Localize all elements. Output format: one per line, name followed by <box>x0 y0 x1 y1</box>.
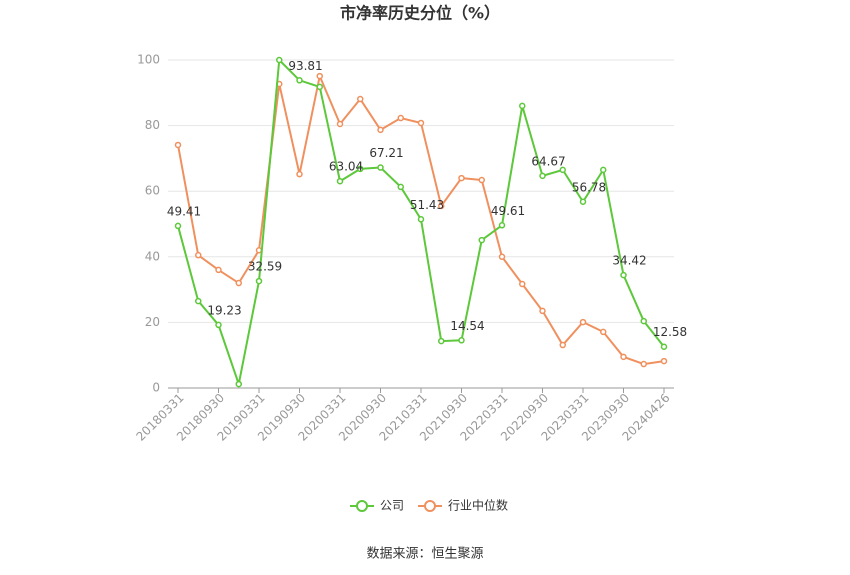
data-label: 93.81 <box>288 59 322 73</box>
data-point <box>579 318 587 326</box>
y-tick-label: 0 <box>152 381 160 395</box>
data-point <box>478 236 485 244</box>
data-point <box>357 95 364 103</box>
chart-title: 市净率历史分位（%） <box>340 4 500 23</box>
data-point <box>559 341 566 349</box>
data-label: 49.61 <box>491 204 525 218</box>
data-point <box>660 357 668 365</box>
data-point <box>640 360 647 368</box>
data-point <box>620 271 627 279</box>
data-point <box>600 166 607 174</box>
data-point <box>195 297 202 305</box>
data-label: 19.23 <box>207 303 241 317</box>
data-point <box>579 198 587 206</box>
data-point <box>235 380 242 388</box>
data-point <box>174 141 182 149</box>
data-point <box>357 165 364 173</box>
data-point <box>336 120 344 128</box>
data-label: 51.43 <box>410 198 444 212</box>
data-label: 32.59 <box>248 260 282 274</box>
data-point <box>215 321 222 329</box>
y-tick-label: 20 <box>145 315 160 329</box>
data-point <box>458 174 465 182</box>
data-point <box>397 114 404 122</box>
data-point <box>519 102 526 110</box>
data-point <box>498 222 506 229</box>
data-point <box>316 83 323 91</box>
data-point <box>559 166 566 174</box>
data-label: 34.42 <box>612 254 646 268</box>
data-label: 64.67 <box>531 154 565 168</box>
data-label: 14.54 <box>450 319 484 333</box>
data-point <box>276 56 283 64</box>
data-point <box>660 343 668 350</box>
data-point <box>215 266 222 274</box>
legend-marker <box>356 500 368 512</box>
data-point <box>296 77 303 84</box>
data-label: 12.58 <box>653 325 687 339</box>
data-point <box>336 177 344 185</box>
data-point <box>377 126 384 134</box>
y-tick-label: 40 <box>145 249 160 263</box>
data-point <box>235 279 242 287</box>
data-point <box>640 317 647 325</box>
data-point <box>377 164 384 171</box>
data-label: 49.41 <box>167 204 201 218</box>
data-point <box>397 183 404 191</box>
data-point <box>195 251 202 259</box>
data-point <box>438 202 445 210</box>
data-point <box>438 337 445 345</box>
data-point <box>316 72 323 80</box>
data-point <box>620 353 627 361</box>
legend-label: 行业中位数 <box>448 498 508 513</box>
data-point <box>478 176 485 184</box>
data-point <box>600 328 607 336</box>
data-point <box>458 337 465 344</box>
source-note: 数据来源：恒生聚源 <box>366 547 483 562</box>
y-tick-label: 80 <box>145 118 160 132</box>
data-label: 67.21 <box>369 146 403 160</box>
data-point <box>539 307 546 315</box>
y-tick-label: 100 <box>137 53 160 67</box>
data-point <box>417 216 425 223</box>
data-point <box>174 222 182 230</box>
data-point <box>539 172 546 180</box>
data-point <box>255 277 263 285</box>
data-point <box>519 280 526 288</box>
data-point <box>296 170 303 178</box>
data-label: 56.78 <box>572 180 606 194</box>
data-point <box>498 253 506 261</box>
data-label: 63.04 <box>329 160 363 174</box>
data-point <box>417 119 425 127</box>
legend-marker <box>424 500 436 512</box>
legend-label: 公司 <box>380 499 404 513</box>
y-tick-label: 60 <box>145 184 160 198</box>
